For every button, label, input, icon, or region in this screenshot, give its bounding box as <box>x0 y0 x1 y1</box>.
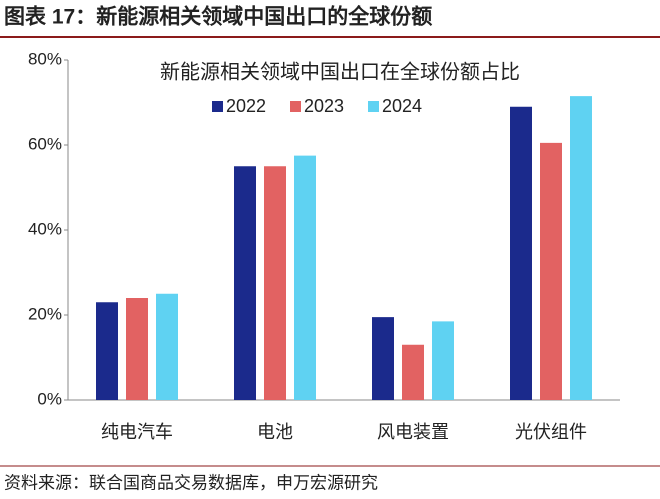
bar <box>432 321 454 400</box>
x-tick-label: 风电装置 <box>377 422 449 442</box>
legend-label: 2023 <box>304 96 344 116</box>
y-tick-label: 40% <box>28 219 62 238</box>
x-tick-label: 纯电汽车 <box>101 422 173 442</box>
bar <box>126 298 148 400</box>
legend-swatch <box>290 101 301 112</box>
legend-label: 2022 <box>226 96 266 116</box>
y-tick-label: 20% <box>28 304 62 323</box>
bar <box>234 166 256 400</box>
y-tick-label: 0% <box>37 389 62 408</box>
bar <box>372 317 394 400</box>
y-tick-label: 80% <box>28 49 62 68</box>
bar <box>402 344 424 400</box>
bar <box>570 96 592 400</box>
bar <box>156 293 178 400</box>
chart-title: 新能源相关领域中国出口在全球份额占比 <box>160 60 520 83</box>
x-tick-label: 电池 <box>257 422 293 442</box>
bar <box>294 155 316 400</box>
source: 资料来源：联合国商品交易数据库，申万宏源研究 <box>4 473 378 492</box>
bar <box>264 166 286 400</box>
bar <box>540 142 562 400</box>
figure-title: 图表 17：新能源相关领域中国出口的全球份额 <box>4 5 432 29</box>
legend-label: 2024 <box>382 96 422 116</box>
bar <box>510 106 532 400</box>
bar <box>96 302 118 400</box>
legend-swatch <box>212 101 223 112</box>
legend-swatch <box>368 101 379 112</box>
x-tick-label: 光伏组件 <box>515 422 587 442</box>
y-tick-label: 60% <box>28 134 62 153</box>
